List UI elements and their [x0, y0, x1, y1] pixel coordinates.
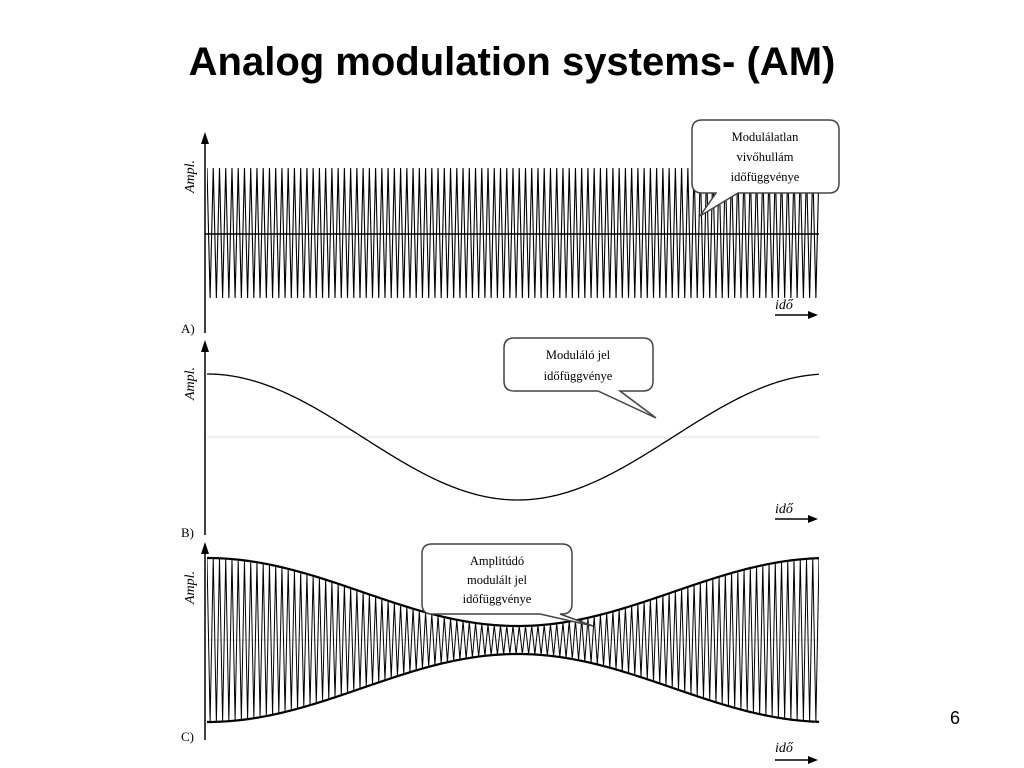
panel-c-envelope-bottom	[206, 652, 820, 724]
panel-b-callout-line-1: Moduláló jel	[546, 348, 611, 362]
panel-b: Ampl. idő B) Moduláló jel időfüggvénye	[181, 337, 820, 540]
panel-a-callout-line-3: időfüggvénye	[731, 170, 800, 184]
carrier-wave-path	[207, 167, 819, 299]
panel-c-envelope-top	[206, 556, 820, 628]
panel-b-y-axis-arrow	[201, 340, 209, 352]
panel-b-label: B)	[181, 525, 194, 540]
panel-a-callout-line-2: vivőhullám	[737, 150, 794, 164]
panel-a-y-axis-arrow	[201, 132, 209, 144]
panel-c-y-axis-label: Ampl.	[183, 571, 198, 605]
panel-a-callout: Modulálatlan vivőhullám időfüggvénye	[691, 119, 840, 217]
panel-c-x-axis-label: idő	[775, 741, 794, 756]
panel-c-callout-line-2: modulált jel	[467, 573, 528, 587]
panel-c-x-axis-arrow	[808, 756, 818, 764]
panel-c-callout: Amplitúdó modulált jel időfüggvénye	[421, 543, 594, 627]
panel-a-x-axis-label: idő	[775, 298, 794, 313]
panel-a-x-axis-arrow	[808, 311, 818, 319]
panel-c-callout-line-1: Amplitúdó	[470, 554, 524, 568]
panel-c-callout-line-3: időfüggvénye	[463, 592, 532, 606]
panel-b-callout-line-2: időfüggvénye	[544, 369, 613, 383]
panel-b-x-axis-label: idő	[775, 502, 794, 517]
panel-a-label: A)	[181, 321, 195, 336]
panel-b-modulating-wave	[206, 373, 820, 501]
panel-b-callout: Moduláló jel időfüggvénye	[503, 337, 657, 419]
slide-title: Analog modulation systems- (AM)	[188, 40, 836, 84]
panel-a-y-axis-label: Ampl.	[183, 160, 198, 194]
panel-b-x-axis-arrow	[808, 515, 818, 523]
page-number: 6	[950, 708, 961, 728]
panel-b-y-axis-label: Ampl.	[183, 367, 198, 401]
panel-a: Ampl. idő A) Modulálatlan vivőhullám idő…	[181, 119, 840, 336]
panel-c-label: C)	[181, 729, 194, 744]
panel-a-carrier-wave	[207, 167, 819, 299]
panel-c-y-axis-arrow	[201, 542, 209, 554]
panel-c: Ampl. idő C) Amplitúdó modulált jel időf…	[181, 542, 820, 764]
panel-a-callout-line-1: Modulálatlan	[732, 130, 799, 144]
